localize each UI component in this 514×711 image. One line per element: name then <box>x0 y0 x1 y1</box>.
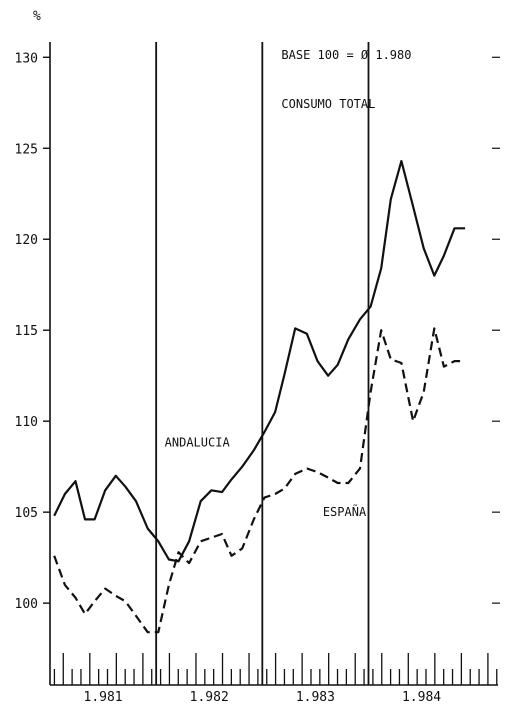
x-year-label: 1.982 <box>190 690 229 705</box>
y-tick-label: 105 <box>15 506 38 521</box>
axes-group: 100 105 110 115 120 125 130% 1.981 1.982 1.983 1.9… <box>15 9 500 705</box>
year-dividers-group <box>155 42 370 685</box>
chart-annotation: CONSUMO TOTAL <box>281 97 375 111</box>
x-year-label: 1.983 <box>296 690 335 705</box>
series-group <box>53 159 466 634</box>
y-tick-label: 100 <box>15 597 38 612</box>
chart-annotation: BASE 100 = Ø 1.980 <box>281 48 411 62</box>
y-tick-label: 110 <box>15 415 38 430</box>
y-axis-label: % <box>33 9 41 24</box>
text-group: BASE 100 = Ø 1.980 CONSUMO TOTAL ANDALUCIA… <box>165 48 412 519</box>
y-tick-label: 120 <box>15 233 38 248</box>
x-year-label: 1.981 <box>84 690 123 705</box>
series-line-espa-a <box>53 327 466 634</box>
y-tick-label: 125 <box>15 142 38 157</box>
chart-annotation: ESPAÑA <box>323 504 367 519</box>
x-year-label: 1.984 <box>402 690 441 705</box>
y-tick-label: 130 <box>15 51 38 66</box>
series-line-andalucia <box>53 159 466 563</box>
y-tick-label: 115 <box>15 324 38 339</box>
chart-annotation: ANDALUCIA <box>165 436 231 450</box>
